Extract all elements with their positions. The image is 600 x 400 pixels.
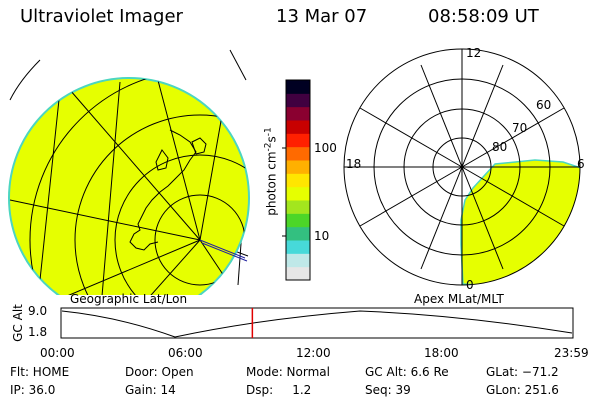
- info-glon: GLon: 251.6: [486, 383, 559, 397]
- info-gc-alt: GC Alt: 6.6 Re: [365, 365, 449, 379]
- colorbar-gradient: [286, 80, 310, 281]
- info-seq: Seq: 39: [365, 383, 411, 397]
- colorbar-segment: [286, 80, 310, 94]
- colorbar-segment: [286, 173, 310, 188]
- altitude-axis-label: GC Alt: [11, 304, 25, 342]
- info-ip: IP: 36.0: [10, 383, 56, 397]
- polar-label-lat-60: 60: [536, 98, 552, 112]
- colorbar-segment: [286, 120, 310, 134]
- geographic-map: [8, 49, 250, 295]
- polar-label-mlt-12: 12: [466, 46, 482, 60]
- colorbar-segment: [286, 266, 310, 281]
- polar-grid: [343, 48, 581, 286]
- colorbar-label-10: 10: [314, 229, 330, 243]
- polar-label-mlt-0: 0: [466, 278, 474, 292]
- colorbar-segment: [286, 226, 310, 241]
- colorbar-frame: [285, 79, 311, 281]
- observation-time: 08:58:09 UT: [428, 6, 539, 27]
- polar-label-lat-70: 70: [512, 121, 528, 135]
- altitude-curve: [61, 310, 573, 338]
- polar-mlat-mlt-plot: [343, 48, 581, 286]
- geographic-map-label: Geographic Lat/Lon: [70, 292, 188, 306]
- colorbar: [282, 79, 311, 281]
- polar-map-label: Apex MLat/MLT: [414, 292, 504, 306]
- time-tick-4: 23:59: [554, 346, 589, 360]
- polar-label-mlt-18: 18: [346, 157, 362, 171]
- time-tick-1: 06:00: [168, 346, 203, 360]
- colorbar-segment: [286, 133, 310, 148]
- colorbar-unit-label: photon cm-2s-1: [263, 127, 279, 216]
- info-gain: Gain: 14: [125, 383, 176, 397]
- instrument-title: Ultraviolet Imager: [20, 6, 183, 27]
- altitude-plot-frame: [60, 307, 574, 339]
- time-tick-3: 18:00: [424, 346, 459, 360]
- coastline: [129, 129, 207, 251]
- colorbar-segment: [286, 160, 310, 174]
- colorbar-segment: [286, 240, 310, 254]
- colorbar-segment: [286, 186, 310, 201]
- polar-label-lat-80: 80: [492, 140, 508, 154]
- observation-date: 13 Mar 07: [276, 6, 368, 27]
- geographic-emission-disc: [8, 77, 250, 295]
- time-tick-2: 12:00: [296, 346, 331, 360]
- info-flight: Flt: HOME: [10, 365, 70, 379]
- time-tick-0: 00:00: [40, 346, 75, 360]
- colorbar-segment: [286, 213, 310, 228]
- altitude-y-bottom: 1.8: [28, 325, 48, 339]
- colorbar-segment: [286, 200, 310, 214]
- terminator-line-2: [201, 242, 248, 262]
- info-mode: Mode: Normal: [246, 365, 330, 379]
- colorbar-segment: [286, 106, 310, 121]
- colorbar-unit-label-wrap: photon cm-2s-1: [262, 80, 280, 270]
- geographic-grid: [9, 78, 249, 295]
- altitude-y-top: 9.0: [28, 304, 48, 318]
- colorbar-segment: [286, 93, 310, 108]
- colorbar-segment: [286, 253, 310, 268]
- info-dsp: Dsp: 1.2: [246, 383, 312, 397]
- colorbar-label-100: 100: [314, 141, 337, 155]
- info-glat: GLat: −71.2: [486, 365, 559, 379]
- polar-label-mlt-6: 6: [577, 157, 585, 171]
- colorbar-segment: [286, 146, 310, 161]
- terminator-line: [199, 239, 246, 259]
- info-door: Door: Open: [125, 365, 194, 379]
- altitude-plot: [60, 307, 574, 339]
